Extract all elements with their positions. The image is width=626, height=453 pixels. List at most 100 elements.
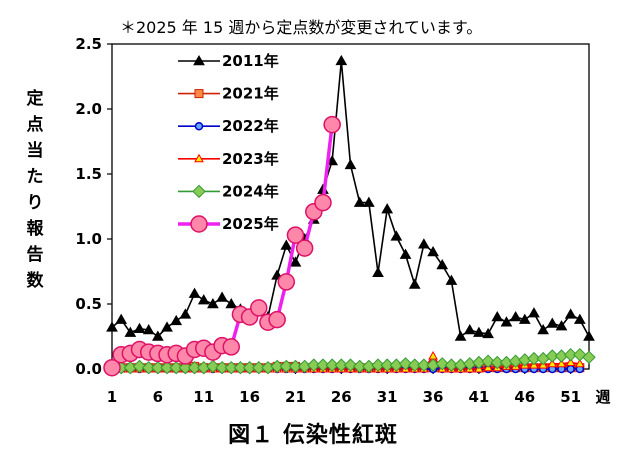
x-tick-label: 11 <box>193 388 214 406</box>
data-point <box>491 310 504 322</box>
data-point <box>288 359 303 374</box>
data-point <box>545 349 560 363</box>
y-axis-label-char: 当 <box>26 141 44 161</box>
legend-entry: 2011年 <box>178 52 279 70</box>
data-point <box>179 308 192 319</box>
y-axis-label-char: り <box>26 193 44 213</box>
data-point <box>344 158 357 170</box>
data-point <box>565 357 576 366</box>
series-6 <box>103 115 341 377</box>
legend-marker <box>194 89 204 99</box>
x-tick-label: 46 <box>514 388 535 406</box>
data-point <box>103 358 121 377</box>
data-point <box>566 364 575 374</box>
data-point <box>371 358 385 372</box>
data-point <box>142 323 155 335</box>
plot-area <box>111 43 590 370</box>
data-point <box>277 273 296 291</box>
y-axis-label-char: 告 <box>26 245 44 265</box>
x-axis-label: 週 <box>595 388 610 406</box>
x-tick-label: 51 <box>560 388 581 406</box>
x-tick-label: 41 <box>468 388 489 406</box>
legend-label: 2024年 <box>222 182 279 200</box>
data-point <box>133 322 146 333</box>
data-point <box>353 196 366 207</box>
data-point <box>124 326 137 337</box>
data-point <box>323 115 341 134</box>
data-point <box>399 248 412 259</box>
data-point <box>316 358 330 372</box>
data-point <box>528 307 540 318</box>
data-point <box>106 321 118 332</box>
legend-marker <box>194 121 204 131</box>
data-point <box>286 226 305 244</box>
data-point <box>435 357 449 371</box>
data-point <box>500 316 513 327</box>
data-point <box>216 291 228 302</box>
data-point <box>295 239 314 257</box>
legend-marker <box>192 184 206 199</box>
chart-note: ＊2025 年 15 週から定点数が変更されています。 <box>120 18 483 37</box>
legend-marker <box>190 215 208 233</box>
data-point <box>206 359 220 374</box>
legend: 2011年 2021年 2022年 2023年 2024年 2025年 <box>178 52 279 233</box>
data-point <box>408 358 422 372</box>
data-point <box>314 193 332 212</box>
y-axis-label-char: た <box>26 167 44 187</box>
data-point <box>454 330 467 341</box>
data-point <box>555 320 568 331</box>
data-point <box>343 358 358 372</box>
x-tick-label: 6 <box>153 388 163 406</box>
y-axis-label-char: 報 <box>26 219 44 239</box>
data-point <box>473 326 485 337</box>
data-point <box>445 274 458 285</box>
y-tick-label: 2.5 <box>75 35 102 53</box>
data-point <box>573 313 586 324</box>
x-tick-label: 21 <box>285 388 306 406</box>
data-point <box>250 299 268 317</box>
data-point <box>141 360 156 375</box>
x-tick-label: 1 <box>107 388 117 406</box>
data-point <box>380 358 394 372</box>
data-point <box>564 308 577 319</box>
data-point <box>115 313 128 324</box>
data-point <box>161 321 173 332</box>
data-point <box>436 258 449 270</box>
data-point <box>242 360 257 375</box>
data-point <box>188 287 201 298</box>
data-point <box>352 359 367 374</box>
data-point <box>417 358 431 372</box>
data-point <box>224 360 238 375</box>
data-point <box>372 266 384 278</box>
legend-entry: 2022年 <box>178 117 279 135</box>
data-point <box>518 313 531 324</box>
data-point <box>463 323 476 335</box>
data-point <box>537 323 549 335</box>
data-point <box>556 358 567 368</box>
legend-label: 2023年 <box>222 150 279 168</box>
y-tick-label: 0.0 <box>75 360 102 378</box>
legend-label: 2011年 <box>222 52 279 70</box>
data-point <box>509 310 522 322</box>
x-tick-label: 16 <box>239 388 260 406</box>
plot-frame <box>111 43 590 370</box>
data-point <box>582 350 596 365</box>
data-point <box>152 330 164 341</box>
data-point <box>307 358 321 372</box>
data-point <box>427 245 439 257</box>
data-point <box>527 351 541 366</box>
data-point <box>222 338 240 356</box>
data-point <box>151 360 165 375</box>
axes: 0.00.51.01.52.02.51 6 11 16 21 26 31 36 41 46 51 週 <box>75 35 610 406</box>
x-tick-label: 36 <box>423 388 444 406</box>
data-point <box>207 297 219 309</box>
data-point <box>268 310 286 329</box>
data-point <box>398 357 413 371</box>
data-point <box>197 294 210 305</box>
data-point <box>252 360 266 375</box>
legend-marker <box>193 54 205 66</box>
data-point <box>178 360 193 375</box>
data-point <box>170 314 183 326</box>
data-point <box>583 330 595 341</box>
